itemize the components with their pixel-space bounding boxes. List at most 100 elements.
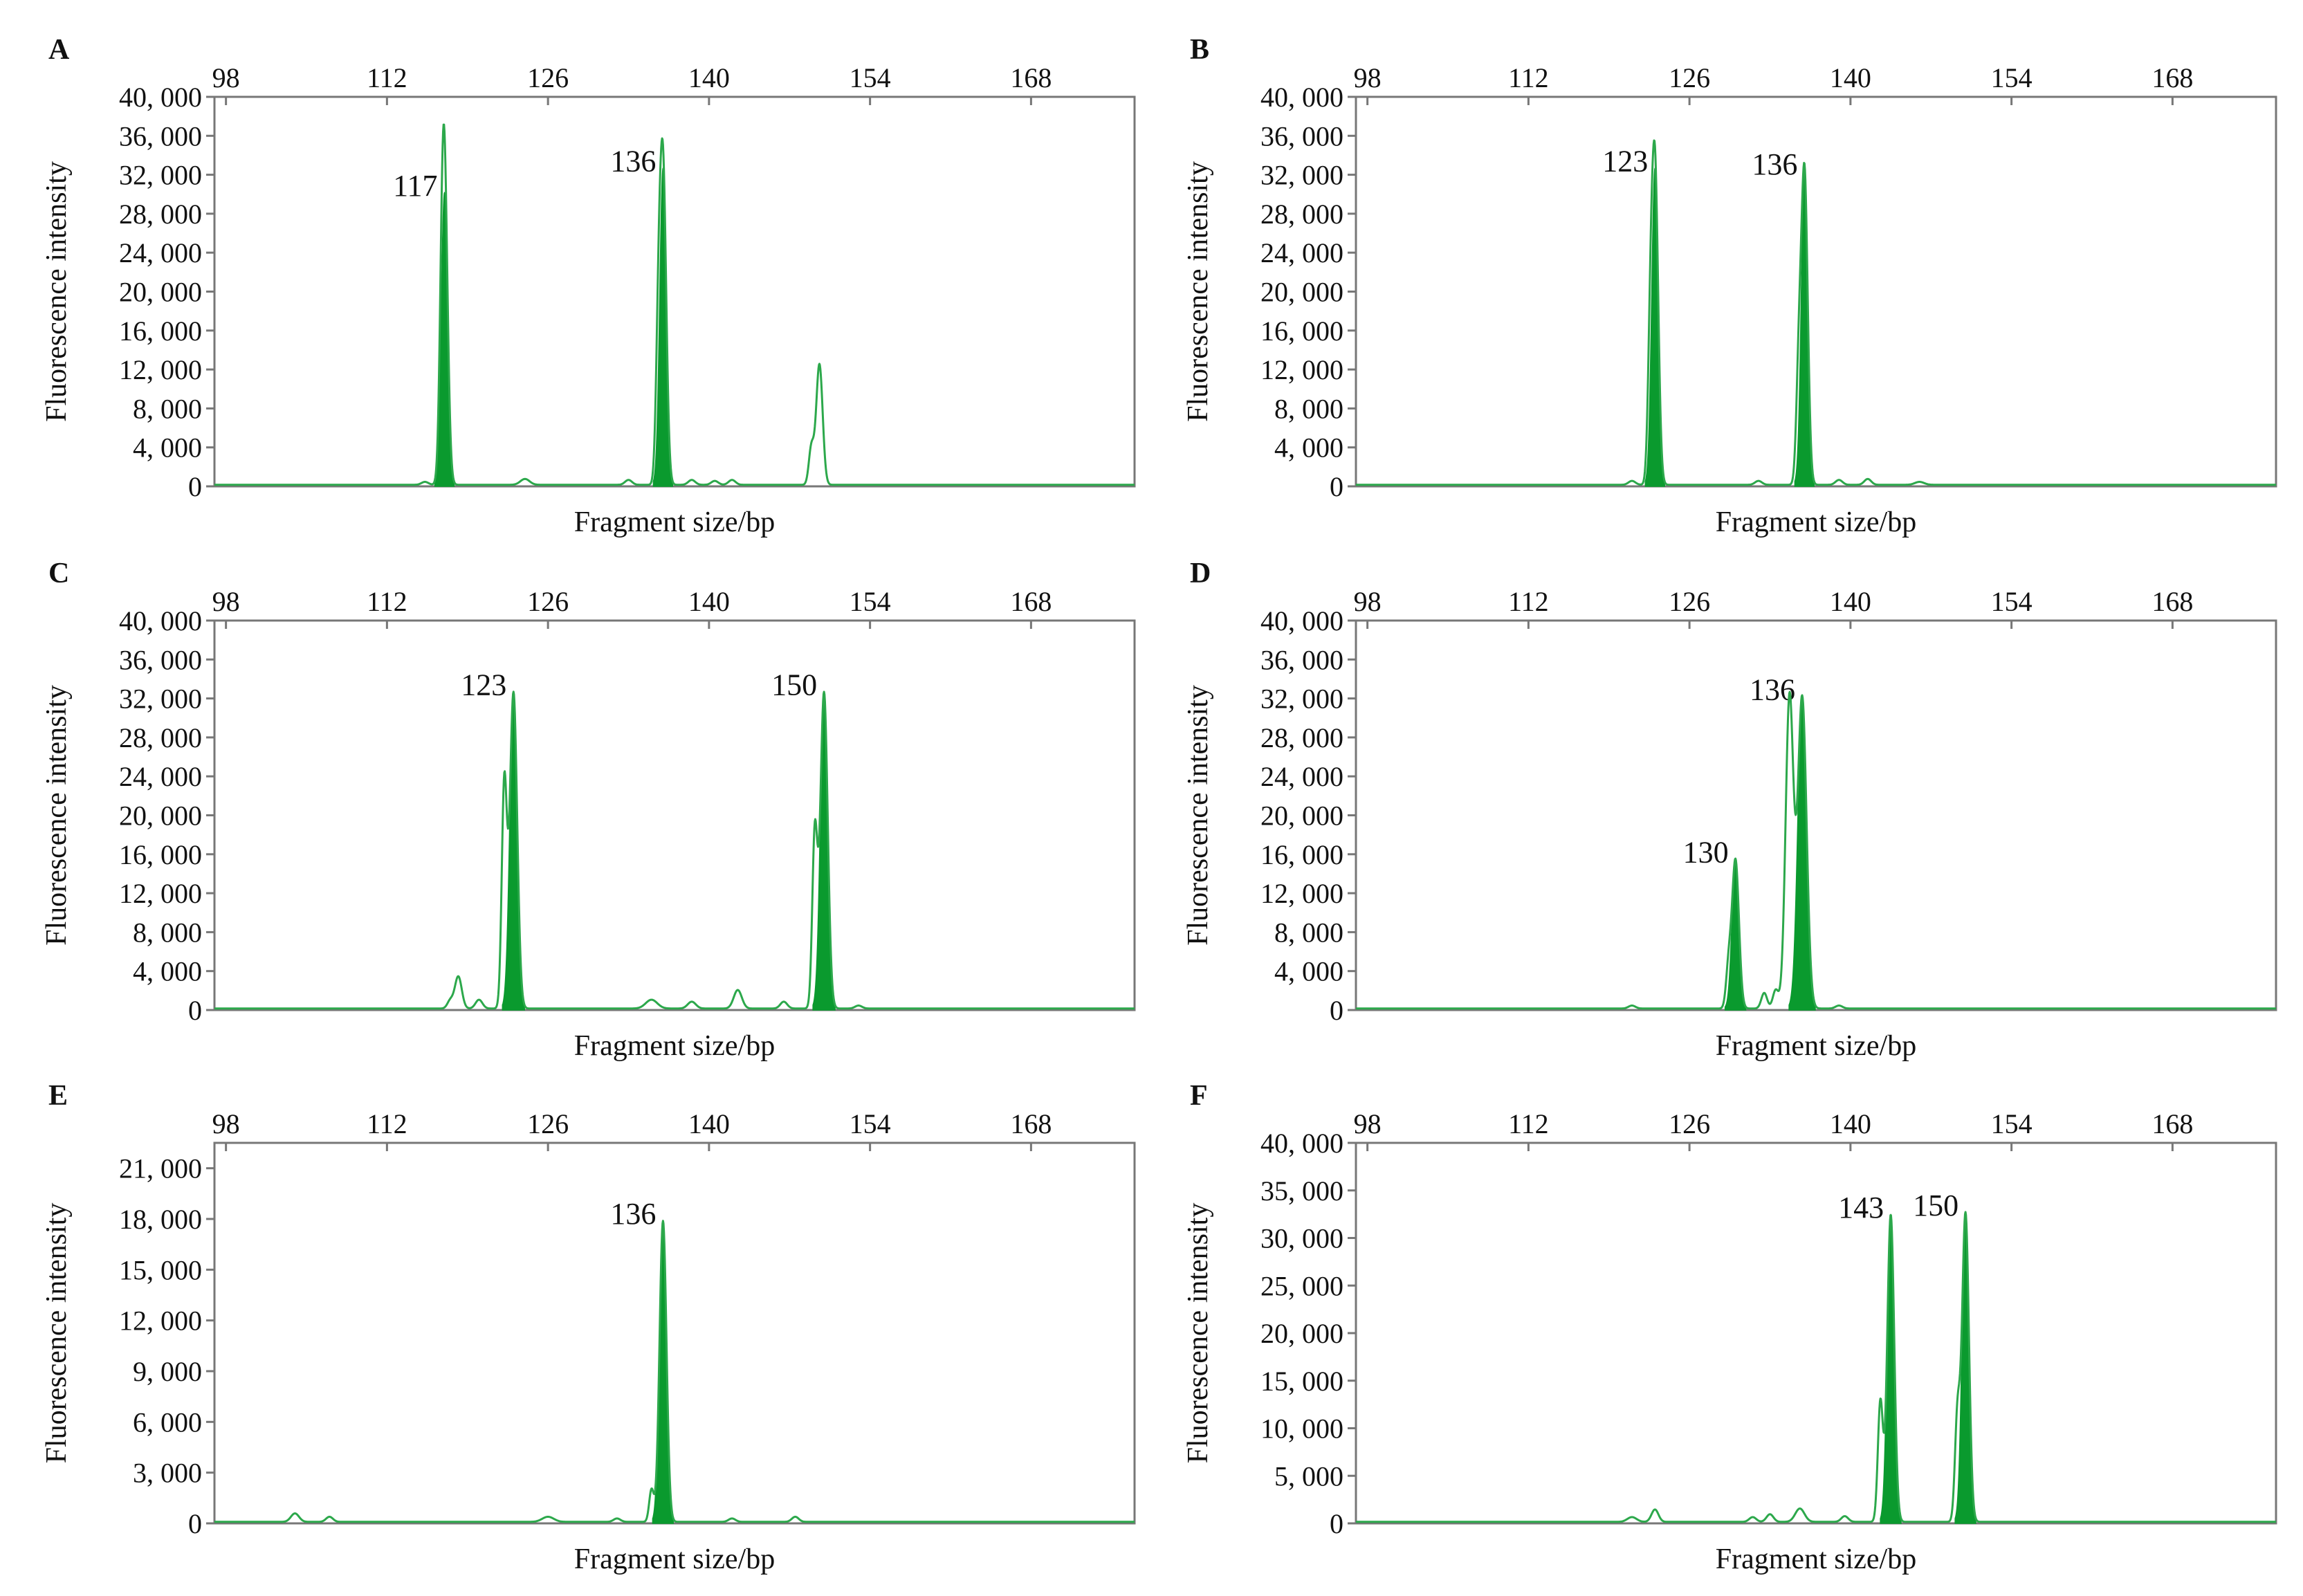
y-tick-label: 36, 000 — [1260, 644, 1343, 675]
x-tick-label: 126 — [1669, 586, 1710, 617]
y-tick-label: 0 — [1330, 1508, 1343, 1539]
panel-letter: A — [48, 34, 70, 66]
panel-letter: B — [1190, 34, 1209, 66]
peak-label: 150 — [1913, 1189, 1958, 1222]
y-tick-label: 20, 000 — [1260, 800, 1343, 832]
x-tick-label: 112 — [367, 586, 407, 617]
panel-letter: C — [48, 558, 69, 589]
y-tick-label: 21, 000 — [119, 1153, 202, 1184]
y-axis-label: Fluorescence intensity — [1182, 685, 1214, 946]
panels-group: A 98 112 126 140 154 168 0 4, 000 8, 000 12, 000 16… — [41, 34, 2277, 1575]
y-tick-label: 32, 000 — [1260, 160, 1343, 191]
y-tick-label: 40, 000 — [1260, 1128, 1343, 1159]
y-tick-label: 16, 000 — [119, 839, 202, 870]
y-tick-label: 4, 000 — [1274, 432, 1343, 464]
y-tick-label: 40, 000 — [1260, 605, 1343, 636]
y-tick-label: 25, 000 — [1260, 1270, 1343, 1301]
y-tick-label: 30, 000 — [1260, 1223, 1343, 1254]
x-tick-label: 126 — [527, 62, 569, 93]
panel-d: D 98 112 126 140 154 168 0 4, 000 8, 000 12, 000 16… — [1182, 558, 2277, 1062]
y-tick-label: 12, 000 — [1260, 354, 1343, 385]
x-tick-label: 112 — [1508, 1108, 1549, 1139]
y-tick-label: 4, 000 — [133, 956, 202, 987]
plot-frame — [213, 95, 1136, 488]
y-tick-label: 32, 000 — [119, 160, 202, 191]
x-tick-label: 140 — [1830, 1108, 1871, 1139]
x-tick-label: 140 — [688, 1108, 730, 1139]
plot-frame — [1355, 619, 2277, 1011]
panel-c: C 98 112 126 140 154 168 0 4, 000 8, 000 12, 000 16… — [41, 558, 1136, 1062]
x-tick-label: 140 — [688, 586, 730, 617]
y-tick-label: 12, 000 — [1260, 878, 1343, 909]
x-tick-label: 154 — [1991, 586, 2033, 617]
y-axis-label: Fluorescence intensity — [41, 1203, 73, 1464]
y-tick-label: 28, 000 — [1260, 722, 1343, 753]
x-tick-label: 98 — [212, 1108, 240, 1139]
x-axis-label: Fragment size/bp — [574, 1030, 775, 1062]
plot-frame — [213, 1141, 1136, 1525]
x-tick-label: 168 — [2151, 1108, 2193, 1139]
y-tick-label: 24, 000 — [119, 761, 202, 792]
peak-label: 136 — [610, 145, 656, 178]
y-tick-label: 9, 000 — [133, 1356, 202, 1387]
x-tick-label: 154 — [850, 62, 891, 93]
peak-label: 123 — [1602, 145, 1648, 178]
x-tick-label: 112 — [1508, 586, 1549, 617]
y-tick-label: 20, 000 — [1260, 1318, 1343, 1349]
y-axis-label: Fluorescence intensity — [1182, 1203, 1214, 1464]
signal-trace — [1355, 1211, 2277, 1523]
y-tick-label: 24, 000 — [1260, 761, 1343, 792]
y-tick-label: 28, 000 — [119, 199, 202, 230]
y-tick-label: 28, 000 — [119, 722, 202, 753]
x-axis-label: Fragment size/bp — [1716, 506, 1916, 538]
panel-f: F 98 112 126 140 154 168 0 5, 000 10, 000 15, 000 2… — [1182, 1080, 2277, 1575]
panel-letter: F — [1190, 1080, 1208, 1112]
peak-label: 136 — [1752, 147, 1797, 181]
x-tick-label: 154 — [1991, 1108, 2033, 1139]
y-tick-label: 40, 000 — [1260, 82, 1343, 113]
x-tick-label: 112 — [367, 62, 407, 93]
x-tick-label: 98 — [1354, 1108, 1382, 1139]
signal-trace — [1355, 139, 2277, 486]
y-tick-label: 28, 000 — [1260, 199, 1343, 230]
y-tick-label: 16, 000 — [1260, 839, 1343, 870]
y-tick-label: 15, 000 — [119, 1254, 202, 1285]
y-tick-label: 5, 000 — [1274, 1460, 1343, 1492]
x-tick-label: 98 — [1354, 586, 1382, 617]
x-tick-label: 168 — [2151, 586, 2193, 617]
y-tick-label: 36, 000 — [119, 644, 202, 675]
y-tick-label: 20, 000 — [1260, 277, 1343, 308]
x-tick-label: 140 — [1830, 62, 1871, 93]
x-tick-label: 112 — [1508, 62, 1549, 93]
x-tick-label: 126 — [1669, 62, 1710, 93]
signal-trace — [214, 690, 1135, 1010]
x-tick-label: 154 — [1991, 62, 2033, 93]
y-tick-label: 36, 000 — [1260, 120, 1343, 152]
y-tick-label: 0 — [1330, 995, 1343, 1026]
x-axis-label: Fragment size/bp — [574, 1543, 775, 1575]
x-tick-label: 168 — [1010, 1108, 1052, 1139]
y-tick-label: 18, 000 — [119, 1204, 202, 1235]
y-axis-label: Fluorescence intensity — [1182, 161, 1214, 422]
y-tick-label: 12, 000 — [119, 878, 202, 909]
y-tick-label: 4, 000 — [1274, 956, 1343, 987]
y-tick-label: 36, 000 — [119, 120, 202, 152]
x-tick-label: 126 — [527, 1108, 569, 1139]
panel-e: E 98 112 126 140 154 168 0 3, 000 6, 000 9, 000 12,… — [41, 1080, 1136, 1575]
y-tick-label: 3, 000 — [133, 1458, 202, 1489]
y-tick-label: 0 — [188, 995, 202, 1026]
y-tick-label: 16, 000 — [1260, 315, 1343, 347]
x-tick-label: 98 — [212, 586, 240, 617]
y-tick-label: 4, 000 — [133, 432, 202, 464]
y-tick-label: 12, 000 — [119, 354, 202, 385]
y-tick-label: 20, 000 — [119, 277, 202, 308]
panel-a: A 98 112 126 140 154 168 0 4, 000 8, 000 12, 000 16… — [41, 34, 1136, 538]
x-tick-label: 168 — [2151, 62, 2193, 93]
x-tick-label: 140 — [1830, 586, 1871, 617]
x-axis-label: Fragment size/bp — [1716, 1030, 1916, 1062]
x-tick-label: 126 — [527, 586, 569, 617]
x-axis-label: Fragment size/bp — [574, 506, 775, 538]
x-tick-label: 154 — [850, 1108, 891, 1139]
x-tick-label: 168 — [1010, 62, 1052, 93]
y-tick-label: 32, 000 — [1260, 684, 1343, 715]
